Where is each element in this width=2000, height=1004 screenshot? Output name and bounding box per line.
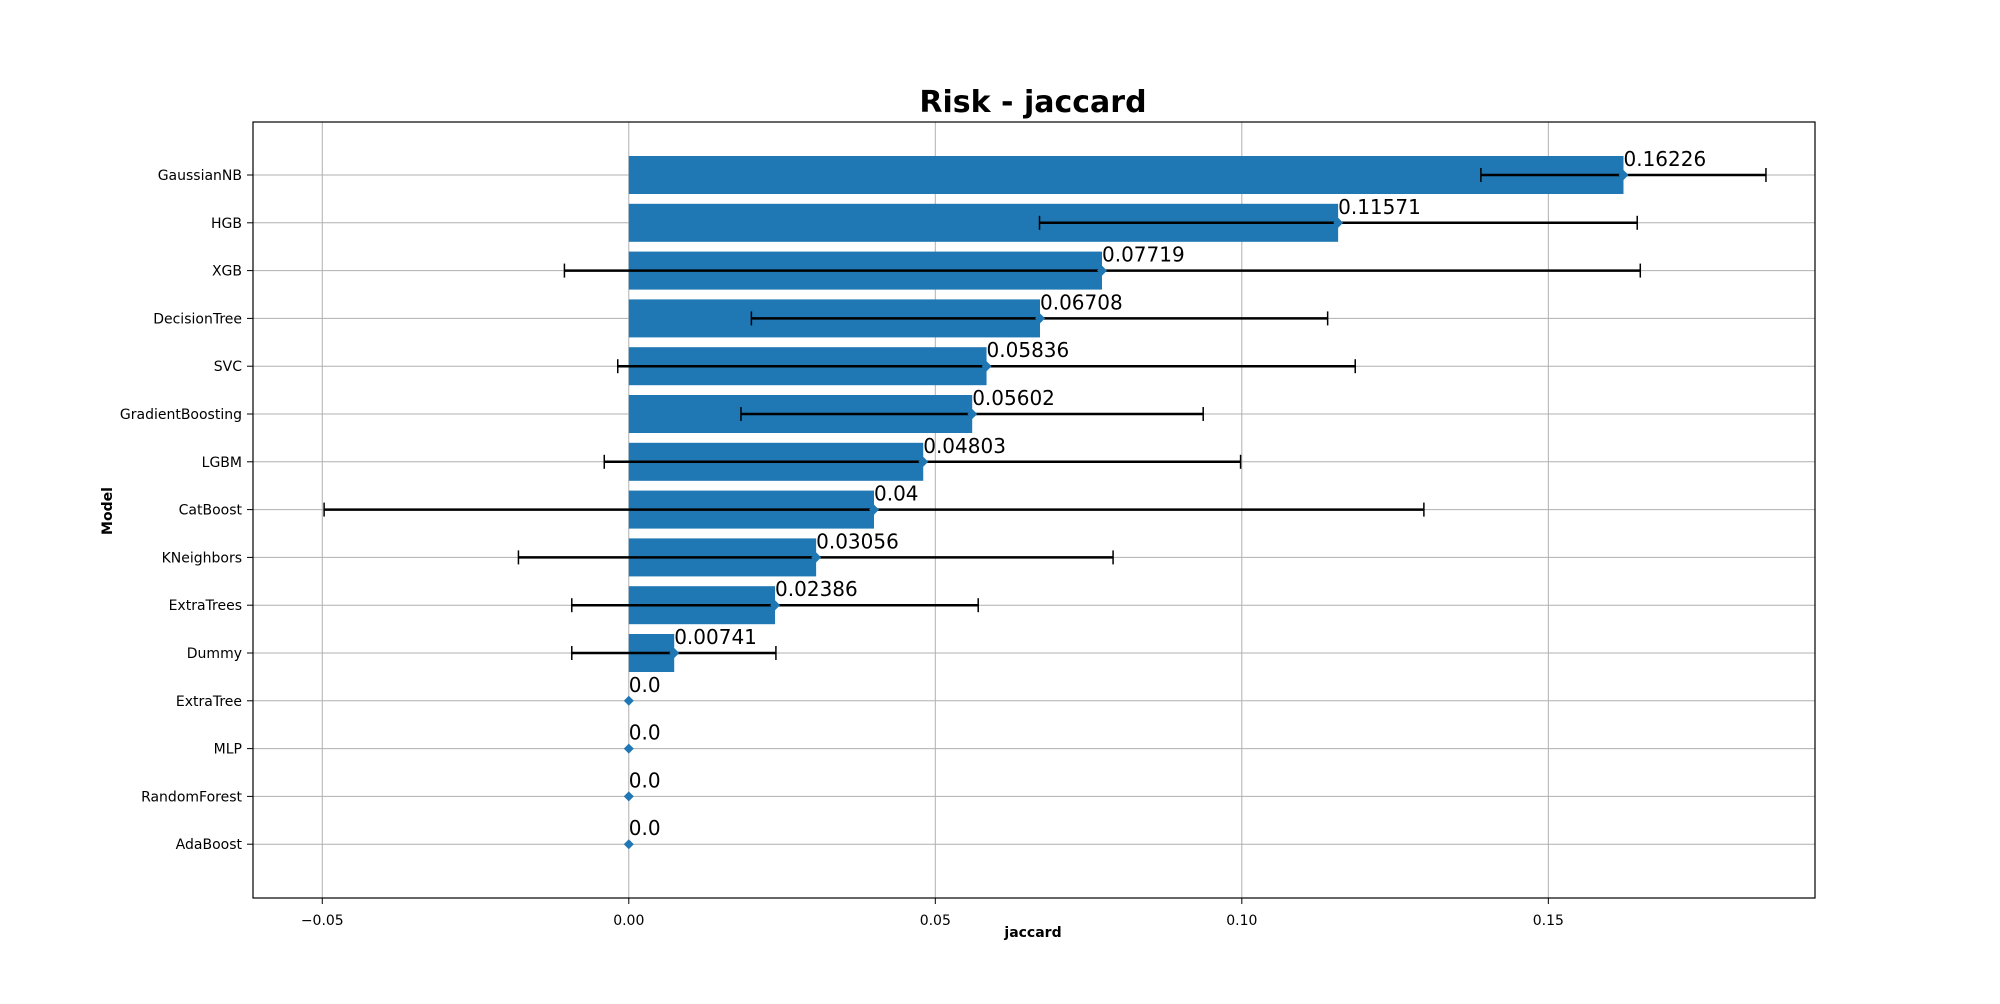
value-label: 0.02386: [775, 577, 858, 601]
y-tick-label: ExtraTree: [176, 694, 242, 710]
value-marker: [669, 648, 680, 658]
value-label: 0.03056: [816, 529, 899, 553]
value-label: 0.05602: [972, 386, 1055, 410]
value-marker: [1035, 313, 1046, 324]
value-marker: [623, 791, 634, 802]
value-label: 0.00741: [674, 625, 757, 649]
value-label: 0.11571: [1338, 195, 1421, 219]
value-marker: [918, 456, 929, 467]
value-label: 0.04: [874, 482, 919, 506]
axis-ticks: −0.05 0.00 0.05 0.10 0.15 GaussianNB HGB XGB Dec…: [120, 168, 1564, 929]
y-tick-label: ExtraTrees: [169, 598, 242, 614]
chart-title: Risk - jaccard: [919, 85, 1146, 120]
value-label: 0.04803: [923, 434, 1006, 458]
y-tick-label: SVC: [214, 359, 242, 375]
plot-frame: [252, 121, 1816, 899]
value-marker: [770, 600, 781, 611]
value-marker: [623, 743, 634, 754]
value-label: 0.0: [629, 673, 661, 697]
y-tick-label: XGB: [212, 264, 242, 280]
y-tick-label: DecisionTree: [153, 311, 242, 327]
value-marker: [981, 361, 992, 372]
y-tick-label: MLP: [214, 742, 242, 758]
y-axis-label: Model: [100, 487, 116, 535]
x-tick-label: 0.00: [613, 913, 644, 929]
value-marker: [1333, 217, 1344, 228]
value-marker: [623, 695, 634, 706]
x-tick-label: 0.10: [1226, 913, 1257, 929]
y-tick-label: CatBoost: [179, 503, 243, 519]
y-tick-label: Dummy: [187, 646, 242, 662]
value-marker: [623, 839, 634, 850]
x-tick-label: 0.05: [920, 913, 951, 929]
y-tick-label: GradientBoosting: [120, 407, 242, 423]
value-label: 0.0: [629, 721, 661, 745]
value-marker: [1618, 170, 1629, 180]
value-labels: 0.16226 0.11571 0.07719 0.06708 0.05836 0.056…: [629, 147, 1706, 840]
y-tick-label: RandomForest: [141, 789, 242, 805]
value-label: 0.0: [629, 768, 661, 792]
value-marker: [1096, 265, 1107, 276]
value-label: 0.16226: [1623, 147, 1706, 171]
value-label: 0.06708: [1040, 290, 1123, 314]
value-marker: [967, 409, 978, 419]
x-axis-label: jaccard: [1003, 925, 1061, 941]
bar: [628, 156, 1624, 194]
value-label: 0.0: [629, 816, 661, 840]
value-label: 0.05836: [987, 338, 1070, 362]
y-tick-label: KNeighbors: [162, 550, 242, 566]
value-marker: [811, 552, 822, 563]
y-tick-label: LGBM: [202, 455, 242, 471]
y-tick-label: AdaBoost: [176, 837, 243, 853]
y-tick-label: GaussianNB: [158, 168, 242, 184]
value-marker: [868, 504, 879, 515]
x-tick-label: −0.05: [301, 913, 344, 929]
value-markers: [623, 170, 1629, 850]
value-label: 0.07719: [1102, 243, 1185, 267]
y-tick-label: HGB: [211, 216, 242, 232]
x-tick-label: 0.15: [1533, 913, 1564, 929]
